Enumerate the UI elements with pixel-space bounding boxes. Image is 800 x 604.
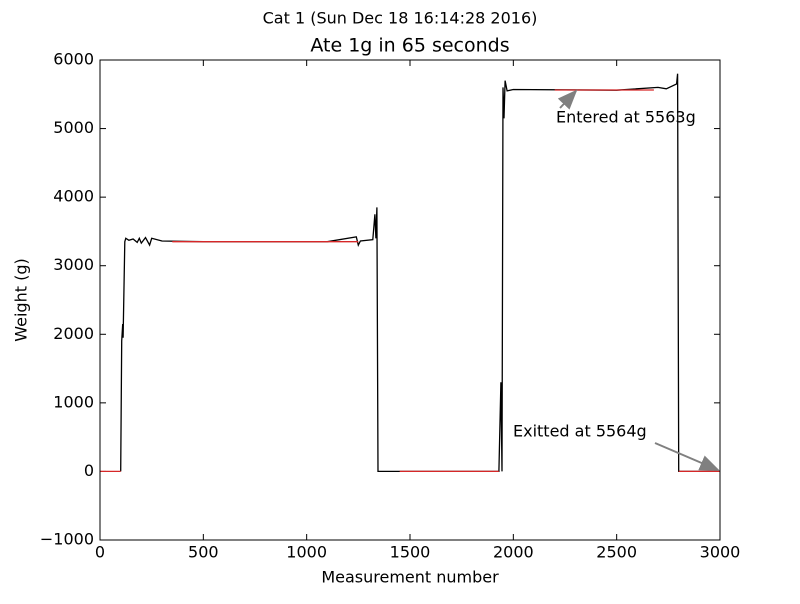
y-tick-label: −1000 bbox=[40, 530, 94, 549]
x-tick-label: 2500 bbox=[596, 543, 637, 562]
data-line bbox=[100, 89, 720, 473]
x-tick-label: 500 bbox=[188, 543, 219, 562]
annotation: Exitted at 5564g bbox=[513, 422, 647, 441]
x-tick-label: 1500 bbox=[390, 543, 431, 562]
annotation: Entered at 5563g bbox=[556, 108, 696, 127]
chart-title: Ate 1g in 65 seconds bbox=[310, 35, 509, 57]
x-tick-label: 2000 bbox=[493, 543, 534, 562]
annotation-arrow bbox=[654, 442, 720, 471]
suptitle: Cat 1 (Sun Dec 18 16:14:28 2016) bbox=[263, 9, 538, 28]
plot-frame bbox=[99, 59, 721, 541]
x-tick-label: 3000 bbox=[700, 543, 741, 562]
y-tick-label: 0 bbox=[84, 461, 94, 480]
y-tick-label: 2000 bbox=[53, 324, 94, 343]
x-tick-label: 1000 bbox=[286, 543, 327, 562]
y-tick-label: 5000 bbox=[53, 118, 94, 137]
annotation-arrow bbox=[557, 89, 578, 110]
data-line bbox=[120, 73, 720, 473]
y-tick-label: 6000 bbox=[53, 50, 94, 69]
y-tick-label: 4000 bbox=[53, 187, 94, 206]
y-axis-label: Weight (g) bbox=[12, 258, 31, 341]
y-tick-label: 1000 bbox=[53, 392, 94, 411]
x-axis-label: Measurement number bbox=[321, 568, 499, 587]
y-tick-label: 3000 bbox=[53, 255, 94, 274]
x-tick-label: 0 bbox=[95, 543, 105, 562]
